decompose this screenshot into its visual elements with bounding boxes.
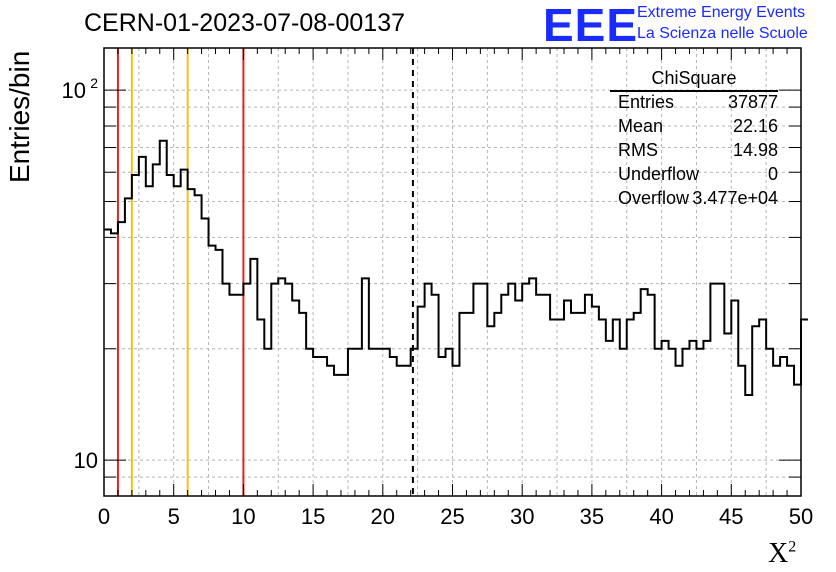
stats-row-overflow: Overflow 3.477e+04 [618,188,778,208]
x-tick-label: 20 [371,504,395,529]
x-tick-label: 0 [98,504,110,529]
y-tick-label: 10 [74,448,98,473]
x-tick-label: 50 [789,504,813,529]
x-tick-label: 15 [301,504,325,529]
logo-line-1: Extreme Energy Events [637,4,806,21]
stats-title: ChiSquare [610,68,778,92]
y-tick-label-exp: 2 [90,75,98,91]
x-tick-label: 40 [649,504,673,529]
stats-row-rms: RMS 14.98 [618,140,778,160]
x-axis-label: X2 [768,538,797,569]
y-tick-label: 10 [62,78,86,103]
stats-row-mean: Mean 22.16 [618,116,778,136]
run-title: CERN-01-2023-07-08-00137 [84,9,406,37]
logo-line-2: La Scienza nelle Scuole [637,25,808,42]
stats-box: ChiSquare Entries 37877 Mean 22.16 RMS 14.9… [610,66,778,214]
x-tick-label: 5 [168,504,180,529]
stats-row-entries: Entries 37877 [618,92,778,112]
x-tick-label: 45 [719,504,743,529]
eee-logo: EEE [543,0,639,51]
histogram-line [104,139,808,396]
y-axis-label: Entries/bin [4,50,35,183]
x-tick-label: 35 [580,504,604,529]
x-tick-label: 30 [510,504,534,529]
stats-row-underflow: Underflow 0 [618,164,778,184]
x-tick-label: 25 [440,504,464,529]
x-tick-label: 10 [231,504,255,529]
